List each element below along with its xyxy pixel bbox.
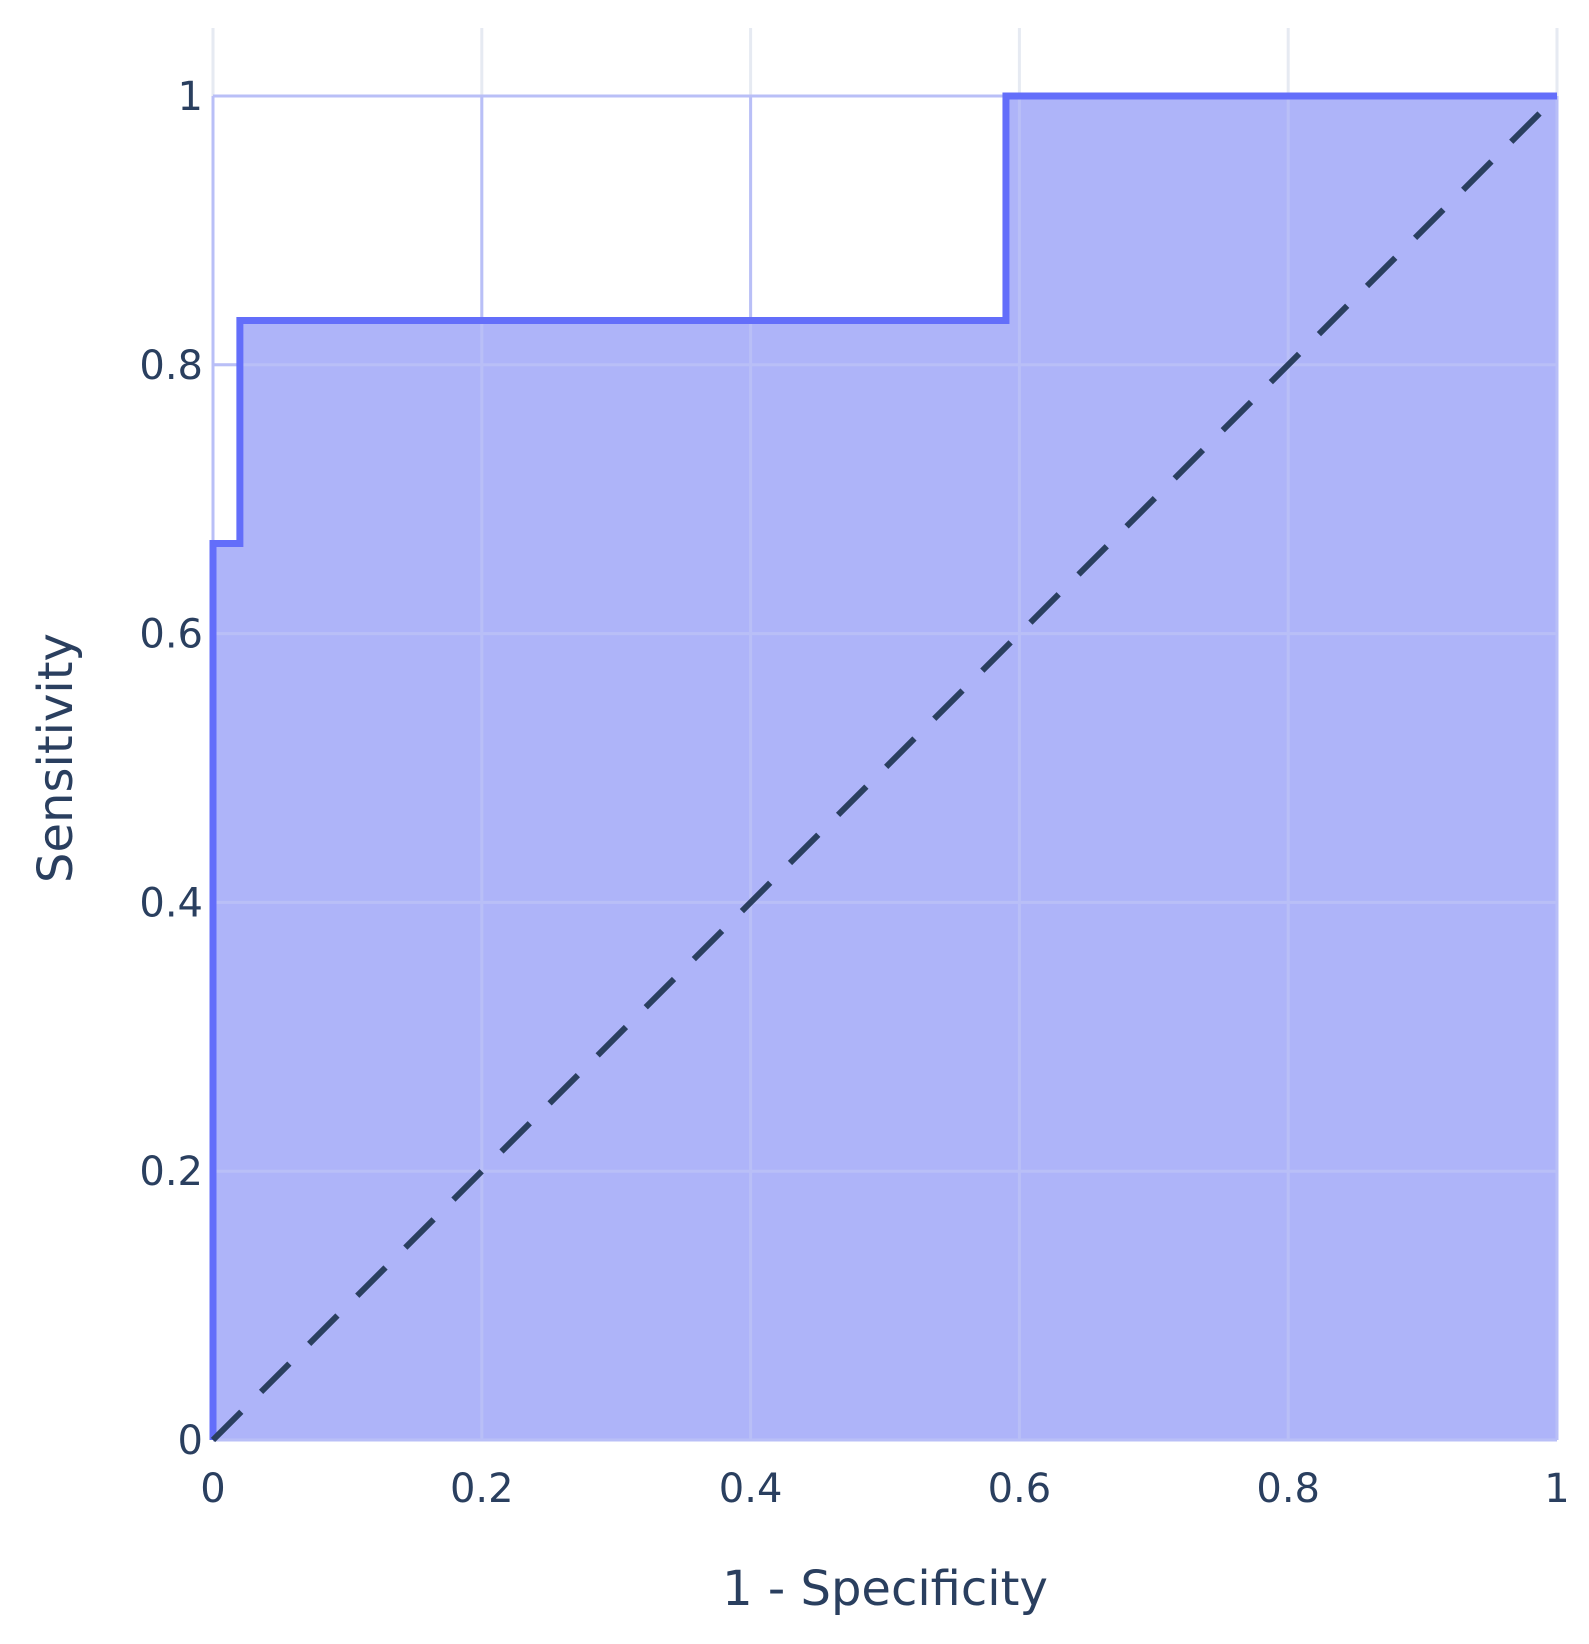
- roc-curve-line: [209, 92, 1557, 1440]
- y-tick-label: 0: [178, 1418, 203, 1464]
- y-axis-ticks: 0 0.2 0.4 0.6 0.8 1: [139, 74, 203, 1464]
- x-tick-label: 1: [1544, 1466, 1569, 1512]
- x-tick-label: 0.2: [450, 1466, 514, 1512]
- y-axis-title: Sensitivity: [28, 633, 84, 883]
- x-tick-label: 0.4: [719, 1466, 783, 1512]
- x-tick-label: 0.8: [1256, 1466, 1320, 1512]
- y-tick-label: 0.6: [139, 612, 203, 658]
- y-tick-label: 0.2: [139, 1149, 203, 1195]
- x-tick-label: 0.6: [988, 1466, 1052, 1512]
- y-tick-label: 0.4: [139, 880, 203, 926]
- x-axis-ticks: 0 0.2 0.4 0.6 0.8 1: [200, 1466, 1569, 1512]
- y-tick-label: 1: [178, 74, 203, 120]
- x-tick-label: 0: [200, 1466, 225, 1512]
- reference-diagonal-line: [210, 93, 1560, 1443]
- x-axis-title: 1 - Specificity: [722, 1561, 1048, 1617]
- roc-area-fill: [213, 96, 1557, 1440]
- y-tick-label: 0.8: [139, 343, 203, 389]
- plot-area: [209, 92, 1560, 1443]
